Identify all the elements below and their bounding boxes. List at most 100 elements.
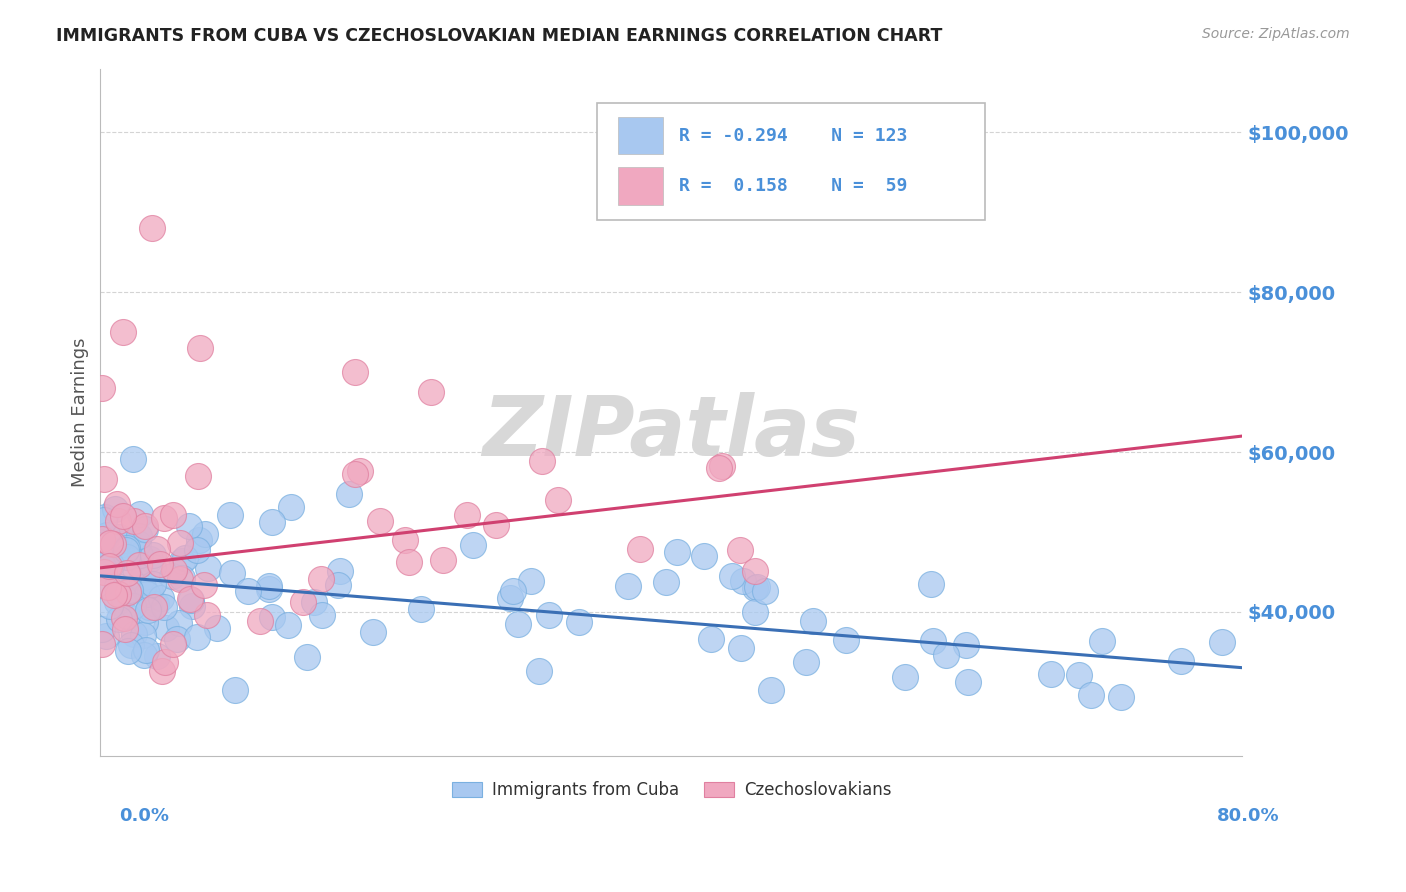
Point [139,551,162,566]
Point [117,609,139,624]
Point [187,469,209,483]
Text: ZIPatlas: ZIPatlas [482,392,860,473]
Point [170,554,193,568]
Point [368,514,391,528]
Text: 0.0%: 0.0% [120,807,170,825]
Point [744,605,766,619]
Point [665,544,688,558]
Point [117,644,139,658]
Point [132,628,155,642]
Point [134,519,156,533]
Point [93,472,115,486]
Point [120,638,142,652]
Point [260,516,283,530]
Point [700,632,723,647]
Point [160,568,183,582]
Point [1039,667,1062,681]
Point [153,599,176,614]
Point [127,536,149,550]
Point [96,527,118,541]
Point [249,614,271,628]
Point [277,617,299,632]
Point [128,558,150,572]
Point [112,611,135,625]
Point [186,630,208,644]
Point [309,572,332,586]
Point [90,381,112,395]
Point [122,452,145,467]
Point [329,564,352,578]
Bar [617,167,664,204]
Point [138,599,160,614]
Point [731,574,754,589]
Point [1211,634,1233,648]
Point [111,325,134,339]
Point [1067,668,1090,682]
Point [236,584,259,599]
Point [794,655,817,669]
Point [142,548,165,562]
Point [107,514,129,528]
Point [195,608,218,623]
Point [128,529,150,543]
Point [506,616,529,631]
Point [145,597,167,611]
Point [221,566,243,580]
Point [186,543,208,558]
Point [112,590,135,604]
Point [174,551,197,566]
Point [188,533,211,548]
Point [150,664,173,678]
Point [502,583,524,598]
Point [100,599,122,613]
Point [90,622,112,636]
Point [188,341,211,355]
Point [394,533,416,547]
Text: R =  0.158    N =  59: R = 0.158 N = 59 [679,177,908,195]
Point [105,498,128,512]
Point [398,555,420,569]
Point [531,454,554,468]
Point [111,537,134,551]
Text: Source: ZipAtlas.com: Source: ZipAtlas.com [1202,27,1350,41]
Point [134,522,156,536]
Point [122,514,145,528]
Point [120,583,142,598]
Point [153,655,176,669]
Point [292,595,315,609]
Point [194,527,217,541]
Point [498,591,520,606]
Point [744,564,766,578]
Point [131,570,153,584]
Point [260,609,283,624]
Point [361,624,384,639]
Point [150,591,173,606]
Y-axis label: Median Earnings: Median Earnings [72,337,89,487]
Point [169,616,191,631]
Point [617,579,640,593]
Point [141,221,163,235]
Text: 80.0%: 80.0% [1216,807,1279,825]
Point [172,571,194,585]
Point [166,632,188,646]
Point [98,536,121,550]
Point [97,580,120,594]
Point [155,621,177,635]
Point [112,508,135,523]
Point [115,550,138,565]
Point [103,588,125,602]
Point [921,633,943,648]
Point [1170,654,1192,668]
Point [456,508,478,522]
Point [146,649,169,664]
Point [709,460,731,475]
Point [955,638,977,652]
Point [169,572,191,586]
Point [344,365,367,379]
Point [547,493,569,508]
Point [91,558,114,573]
Point [568,615,591,630]
Point [114,622,136,636]
Point [94,629,117,643]
Point [1080,688,1102,702]
